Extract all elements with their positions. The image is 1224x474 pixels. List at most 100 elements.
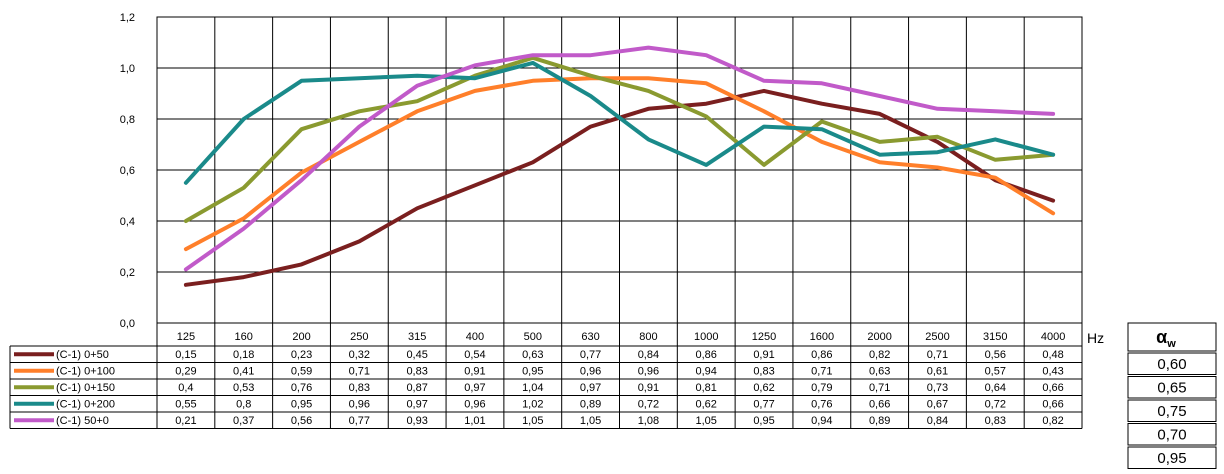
alpha-w-cell [1127, 399, 1217, 422]
data-label: 0,89 [869, 415, 890, 427]
alpha-w-value: 0,70 [1157, 427, 1186, 444]
x-tick-label: 3150 [983, 331, 1007, 343]
x-tick-label: 160 [235, 331, 253, 343]
data-label: 0,18 [233, 349, 254, 361]
data-label: 1,02 [522, 399, 543, 411]
series-line-3 [183, 55, 1056, 223]
data-label: 1,05 [580, 415, 601, 427]
x-tick-label: 400 [466, 331, 484, 343]
y-tick-label: 1,2 [120, 12, 135, 24]
data-label: 0,84 [638, 349, 659, 361]
data-label: 1,08 [638, 415, 659, 427]
data-label: 0,48 [1042, 349, 1063, 361]
data-label: 0,86 [811, 349, 832, 361]
data-label: 0,83 [406, 366, 427, 378]
x-tick-label: 315 [408, 331, 426, 343]
data-label: 0,71 [869, 382, 890, 394]
data-label: 0,87 [406, 382, 427, 394]
data-label: 0,64 [985, 382, 1006, 394]
data-label: 0,76 [291, 382, 312, 394]
legend-label: (C-1) 0+200 [56, 399, 115, 411]
data-label: 0,55 [175, 399, 196, 411]
alpha-w-table: αw 0,60 0,65 0,75 0,70 0,95 [1127, 322, 1217, 469]
y-tick-label: 1,0 [120, 63, 135, 75]
data-label: 0,66 [1042, 382, 1063, 394]
data-label: 0,96 [464, 399, 485, 411]
alpha-w-value: 0,75 [1157, 403, 1186, 420]
series-line-4 [183, 60, 1056, 185]
y-tick-label: 0,2 [120, 267, 135, 279]
legend-label: (C-1) 0+50 [56, 349, 109, 361]
data-label: 0,59 [291, 366, 312, 378]
data-label: 0,62 [753, 382, 774, 394]
data-label: 0,79 [811, 382, 832, 394]
data-label: 0,37 [233, 415, 254, 427]
data-label: 0,89 [580, 399, 601, 411]
data-label: 0,97 [464, 382, 485, 394]
data-label: 0,23 [291, 349, 312, 361]
legend-label: (C-1) 50+0 [56, 415, 109, 427]
data-label: 0,91 [753, 349, 774, 361]
data-label: 0,67 [927, 399, 948, 411]
x-tick-label: 800 [639, 331, 657, 343]
data-label: 0,95 [753, 415, 774, 427]
data-label: 0,71 [811, 366, 832, 378]
data-label: 0,96 [638, 366, 659, 378]
data-label: 0,32 [349, 349, 370, 361]
data-label: 0,61 [927, 366, 948, 378]
data-label: 0,43 [1042, 366, 1063, 378]
data-label: 0,72 [985, 399, 1006, 411]
data-label: 0,73 [927, 382, 948, 394]
data-label: 0,77 [349, 415, 370, 427]
legend-label: (C-1) 0+100 [56, 366, 115, 378]
alpha-w-value: 0,65 [1157, 380, 1186, 397]
data-label: 0,71 [349, 366, 370, 378]
x-tick-label: 200 [292, 331, 310, 343]
data-label: 0,82 [869, 349, 890, 361]
data-label: 0,8 [236, 399, 251, 411]
series-line-2 [183, 76, 1056, 252]
data-label: 0,62 [696, 399, 717, 411]
alpha-w-header-cell [1127, 322, 1217, 352]
data-label: 0,91 [638, 382, 659, 394]
data-label: 0,77 [753, 399, 774, 411]
data-label: 0,63 [869, 366, 890, 378]
y-tick-label: 0,6 [120, 165, 135, 177]
alpha-w-cell [1127, 352, 1217, 375]
data-label: 0,96 [580, 366, 601, 378]
data-table: 125 160 200 250 315 400 500 630 800 1000 1250 1600 2… [9, 330, 1104, 429]
alpha-w-header: αw [1156, 327, 1176, 350]
alpha-w-cell [1127, 376, 1217, 399]
data-label: 0,95 [291, 399, 312, 411]
data-label: 0,21 [175, 415, 196, 427]
data-label: 0,84 [927, 415, 948, 427]
data-label: 0,63 [522, 349, 543, 361]
data-label: 0,76 [811, 399, 832, 411]
y-tick-label: 0,0 [120, 318, 135, 330]
data-label: 0,96 [349, 399, 370, 411]
x-tick-label: 250 [350, 331, 368, 343]
data-label: 0,29 [175, 366, 196, 378]
alpha-w-cell [1127, 423, 1217, 446]
x-tick-label: 500 [524, 331, 542, 343]
data-label: 0,45 [406, 349, 427, 361]
y-tick-label: 0,4 [120, 216, 135, 228]
x-tick-label: 2500 [925, 331, 949, 343]
data-label: 0,56 [985, 349, 1006, 361]
chart-series-lines [183, 45, 1056, 287]
data-label: 0,97 [580, 382, 601, 394]
plot-frame [156, 16, 1083, 324]
series-line-5 [183, 45, 1056, 272]
data-label: 0,95 [522, 366, 543, 378]
x-tick-label: 2000 [867, 331, 891, 343]
data-label: 0,4 [178, 382, 193, 394]
data-label: 0,15 [175, 349, 196, 361]
alpha-w-value: 0,95 [1157, 450, 1186, 467]
chart-grid [156, 16, 1083, 429]
data-label: 0,86 [696, 349, 717, 361]
data-label: 0,71 [927, 349, 948, 361]
data-label: 1,01 [464, 415, 485, 427]
data-label: 0,53 [233, 382, 254, 394]
data-label: 0,81 [696, 382, 717, 394]
